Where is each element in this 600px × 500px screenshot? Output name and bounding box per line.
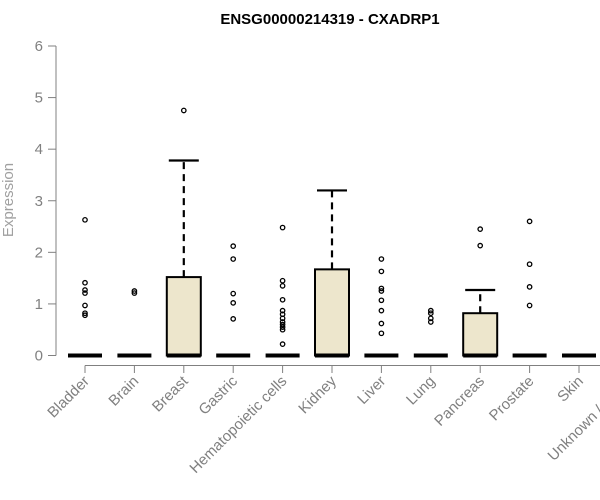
outlier-point [279, 315, 286, 322]
outlier-point [180, 107, 187, 114]
x-tick-label: Lung [403, 373, 439, 409]
y-tick-label: 4 [35, 141, 43, 158]
outlier-point [378, 268, 385, 275]
outlier-point [82, 216, 88, 223]
outlier-point [427, 319, 434, 325]
outlier-point [230, 300, 237, 306]
outlier-point [279, 277, 286, 284]
x-tick-label: Pancreas [431, 373, 488, 430]
x-tick-label: Hematopoietic cells [186, 373, 290, 477]
outlier-point [477, 242, 484, 249]
outlier-point [131, 290, 138, 296]
y-tick-label: 2 [35, 244, 43, 261]
outlier-point [279, 341, 286, 348]
outlier-point [477, 226, 484, 232]
y-axis-label: Expression [0, 163, 17, 237]
outlier-point [526, 302, 533, 309]
box-group [68, 216, 102, 358]
box-group [462, 226, 499, 358]
y-tick-label: 0 [35, 348, 43, 365]
box-group [364, 256, 399, 358]
box-group [216, 243, 251, 358]
outlier-point [82, 312, 88, 319]
y-tick-label: 6 [35, 38, 43, 55]
outlier-point [378, 330, 385, 337]
x-tick-label: Prostate [486, 373, 538, 425]
outlier-point [279, 326, 286, 333]
outlier-point [82, 279, 88, 286]
outlier-point [378, 285, 385, 292]
box-group [413, 307, 448, 358]
chart-title: ENSG00000214319 - CXADRP1 [220, 11, 439, 28]
outlier-point [131, 288, 138, 294]
outlier-point [279, 296, 286, 303]
y-tick-label: 1 [35, 296, 43, 313]
x-tick-label: Brain [105, 373, 142, 410]
outlier-point [230, 316, 237, 322]
box-group [512, 218, 547, 358]
outlier-point [279, 283, 286, 289]
outlier-point [526, 261, 533, 268]
outlier-point [378, 307, 385, 314]
outlier-point [230, 243, 237, 249]
box-body [314, 268, 350, 357]
outlier-point [427, 315, 434, 322]
outlier-point [230, 256, 237, 262]
outlier-point [378, 297, 385, 304]
outlier-point [526, 218, 533, 225]
outlier-point [279, 307, 286, 314]
box-group [117, 288, 152, 358]
box-group [265, 224, 300, 358]
outlier-point [378, 320, 385, 327]
outlier-point [427, 310, 434, 317]
outlier-point [82, 287, 88, 293]
outlier-point [378, 256, 385, 262]
x-tick-label: Kidney [295, 372, 340, 417]
box-group [165, 107, 202, 358]
x-tick-label: Skin [554, 373, 587, 406]
box-body [462, 312, 499, 357]
outlier-point [82, 302, 88, 309]
outlier-point [230, 290, 237, 297]
outlier-point [526, 284, 533, 290]
outlier-point [279, 319, 286, 325]
outlier-point [279, 324, 286, 330]
box-group [314, 189, 350, 358]
y-tick-label: 3 [35, 193, 43, 210]
outlier-point [82, 310, 88, 317]
outlier-point [82, 290, 88, 296]
x-tick-label: Gastric [195, 372, 241, 418]
outlier-point [279, 224, 286, 231]
y-tick-label: 5 [35, 90, 43, 107]
y-axis: 0 1 2 3 4 5 6 [35, 38, 57, 365]
x-tick-label: Breast [149, 372, 192, 415]
outlier-point [378, 288, 385, 294]
boxes-layer [68, 107, 596, 358]
outlier-point [279, 321, 286, 328]
x-tick-label: Liver [354, 373, 389, 408]
outlier-point [427, 307, 434, 314]
x-tick-label: Bladder [44, 373, 93, 422]
box-body [165, 276, 202, 357]
